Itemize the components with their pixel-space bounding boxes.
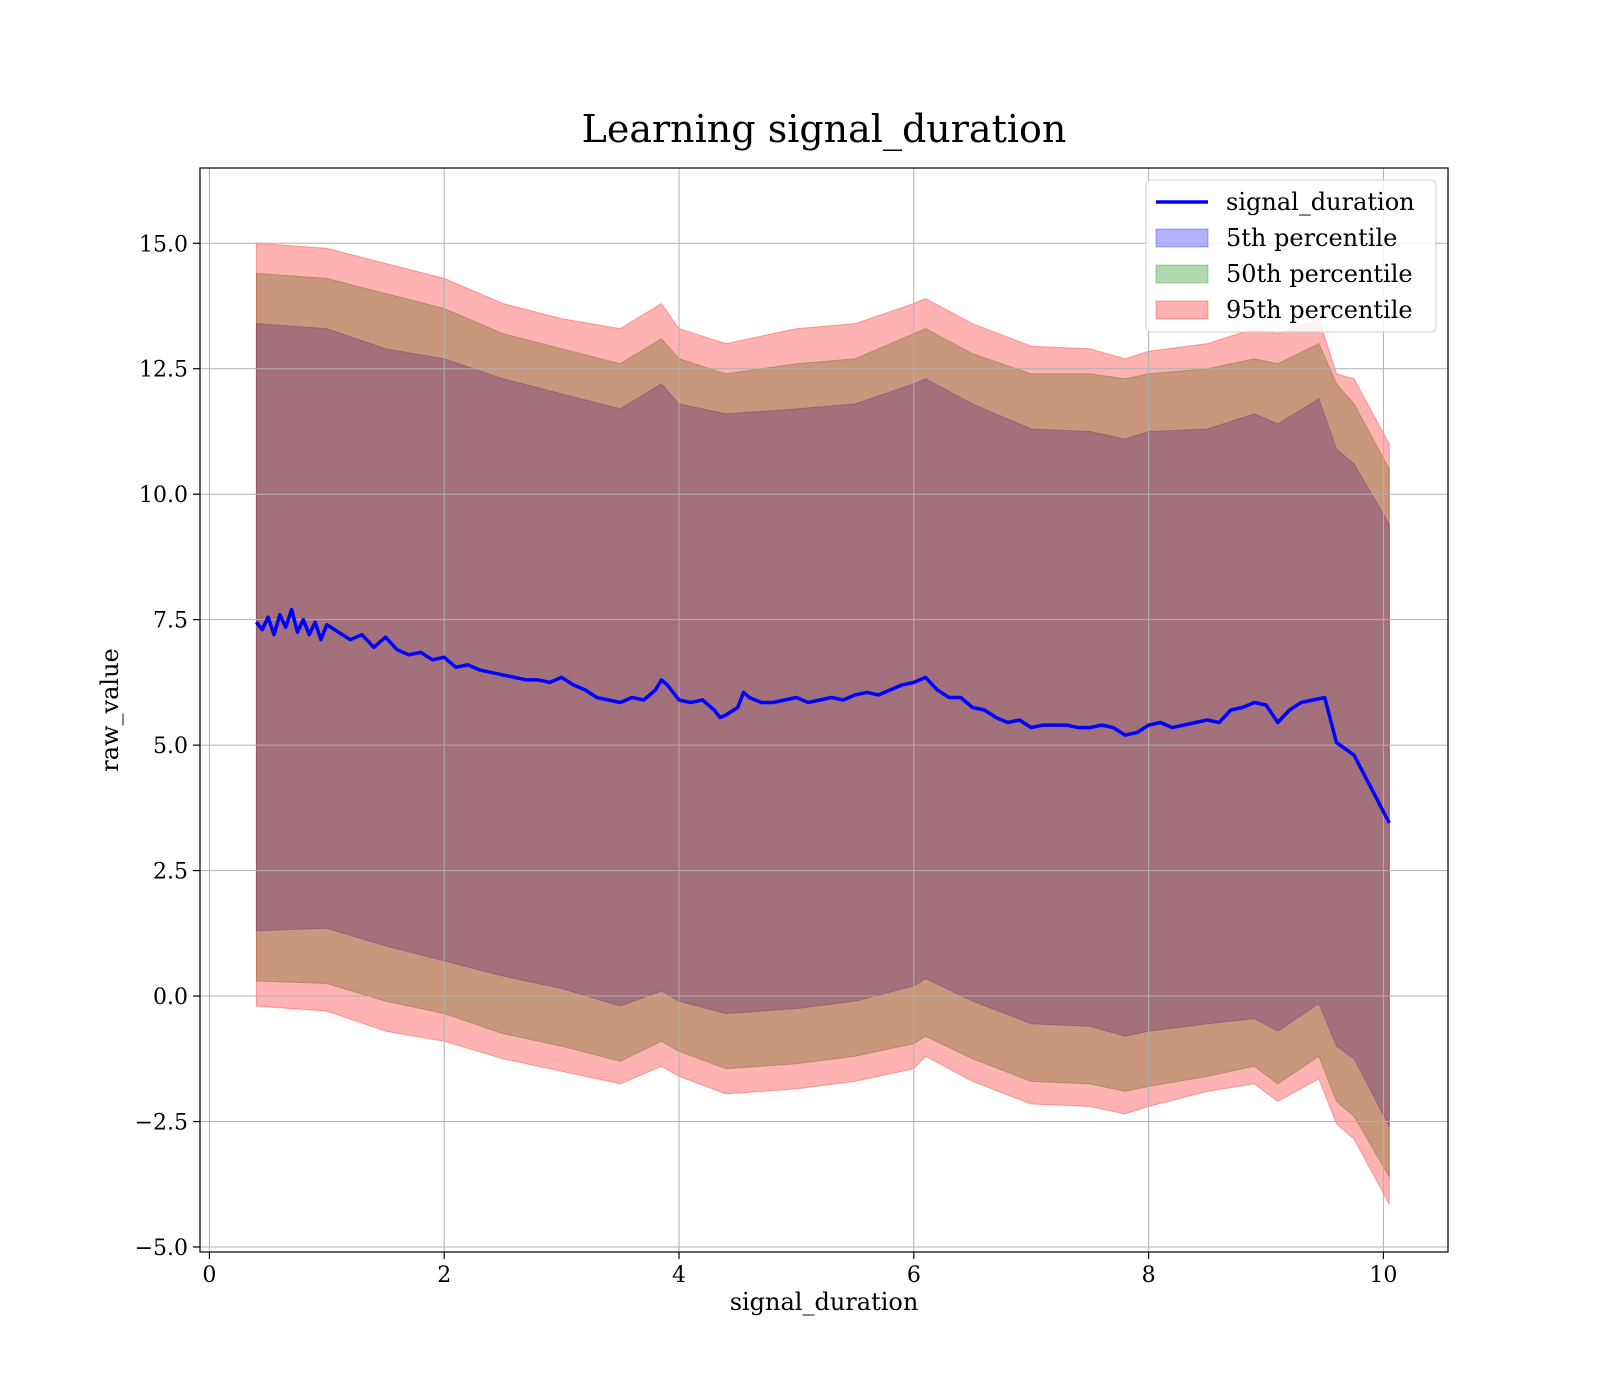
band-5th-percentile	[255, 323, 1390, 1127]
x-tick-label: 0	[202, 1263, 216, 1288]
legend-label: signal_duration	[1226, 188, 1415, 216]
y-tick-label: 5.0	[153, 734, 188, 759]
x-tick-label: 2	[437, 1263, 451, 1288]
axis-ticks: 0 2 4 6 8 10 −5.0 −2.5 0.0 2.5 5.0 7.5 10.0 12.5 15.0	[135, 232, 1398, 1288]
y-tick-label: 7.5	[153, 609, 188, 634]
plot-frame	[199, 167, 1449, 1253]
y-tick-label: 0.0	[153, 985, 188, 1010]
chart-title: Learning signal_duration	[582, 107, 1067, 152]
signal-duration-line	[255, 607, 1391, 824]
legend-label: 5th percentile	[1226, 224, 1397, 252]
y-tick-label: 12.5	[139, 358, 188, 383]
x-tick-label: 6	[907, 1263, 921, 1288]
y-tick-label: 15.0	[139, 232, 188, 257]
x-axis-label: signal_duration	[730, 1288, 919, 1316]
y-tick-label: −2.5	[135, 1111, 188, 1136]
legend-patch-swatch	[1155, 228, 1209, 248]
percentile-bands	[255, 242, 1390, 1205]
y-tick-label: 10.0	[139, 483, 188, 508]
legend-box	[1145, 179, 1437, 333]
y-tick-label: −5.0	[135, 1236, 188, 1261]
x-tick-label: 8	[1142, 1263, 1156, 1288]
legend-patch-swatch	[1155, 300, 1209, 320]
legend: signal_duration 5th percentile 50th percen…	[1145, 179, 1437, 333]
x-tick-label: 10	[1369, 1263, 1397, 1288]
y-axis-label: raw_value	[96, 648, 124, 772]
band-95th-percentile	[255, 242, 1390, 1205]
y-tick-label: 2.5	[153, 860, 188, 885]
legend-label: 50th percentile	[1226, 260, 1413, 288]
legend-patch-swatch	[1155, 264, 1209, 284]
series-lines	[255, 607, 1391, 824]
x-tick-label: 4	[672, 1263, 686, 1288]
legend-label: 95th percentile	[1226, 296, 1413, 324]
